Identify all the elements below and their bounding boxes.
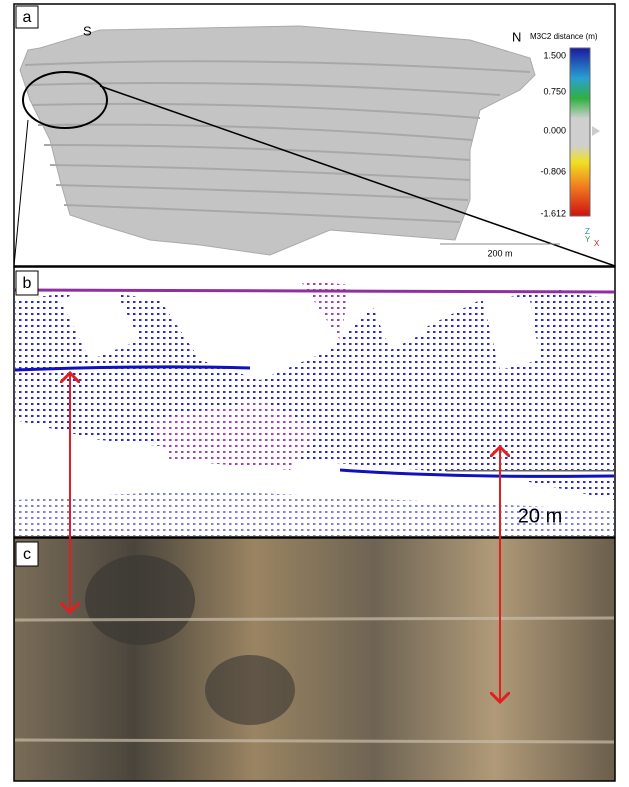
dark-rock — [205, 655, 295, 725]
point-cloud — [20, 26, 535, 255]
colorbar-tick: -0.806 — [540, 166, 566, 176]
scale-bar — [446, 470, 614, 472]
colorbar — [570, 48, 590, 216]
panel-label: b — [23, 275, 32, 292]
panel-label: c — [23, 546, 31, 563]
colorbar-tick: -1.612 — [540, 208, 566, 218]
bench-edge — [15, 290, 614, 292]
north-label: N — [512, 29, 521, 44]
colorbar-tick: 0.750 — [543, 86, 566, 96]
figure: a S N M3C2 distance (m) 1.500 0.750 0.000 -… — [0, 0, 629, 782]
axis-x: X — [594, 239, 600, 248]
dark-rock — [85, 555, 195, 645]
axis-y: Y — [585, 235, 591, 244]
scale-label: 20 m — [518, 505, 562, 527]
colorbar-title: M3C2 distance (m) — [530, 32, 598, 41]
panel-label: a — [23, 9, 32, 26]
colorbar-tick: 0.000 — [543, 125, 566, 135]
colorbar-tick: 1.500 — [543, 50, 566, 60]
south-label: S — [83, 23, 92, 38]
scale-label: 200 m — [487, 248, 512, 258]
